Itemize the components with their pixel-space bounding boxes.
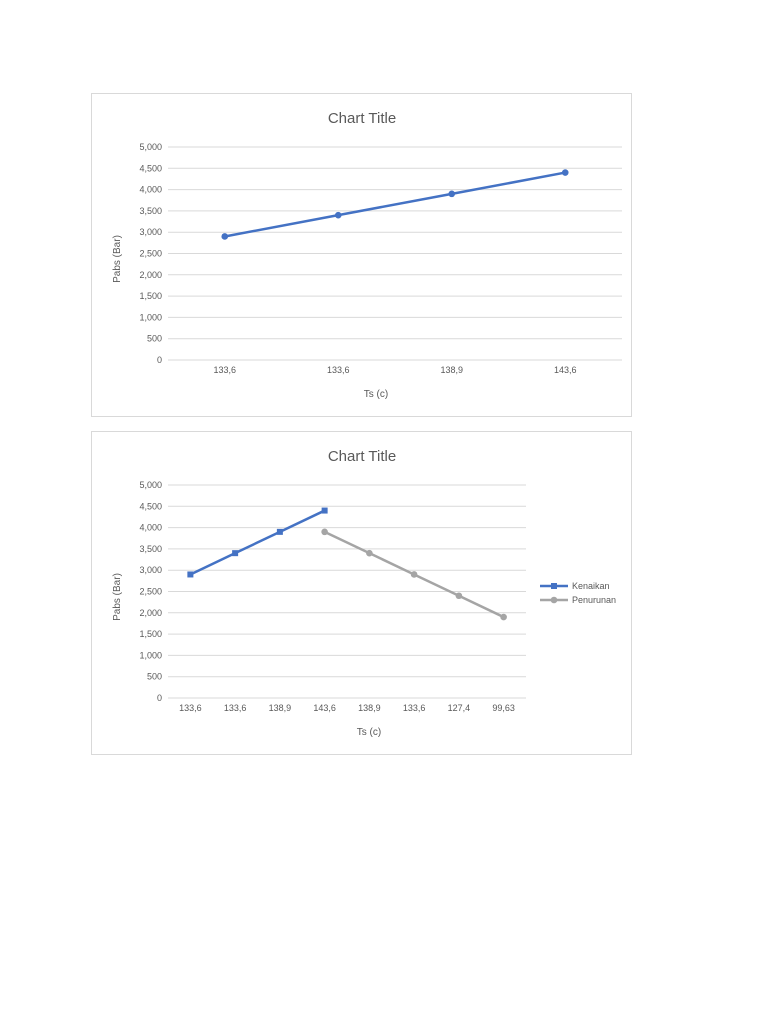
chart-title: Chart Title [328,110,396,127]
x-axis-label: Ts (c) [364,389,388,400]
x-tick-label: 138,9 [358,703,381,713]
chart-1-svg: Chart Title 0 500 1,000 1,500 2,000 2,500 3,00… [112,110,622,400]
series-line-1 [189,509,326,576]
data-point [321,507,328,514]
y-tick-label: 1,000 [139,312,162,322]
y-tick-label: 4,500 [139,501,162,511]
legend: Kenaikan Penurunan [540,581,616,605]
x-tick-label: 138,9 [269,703,292,713]
y-tick-label: 3,000 [139,565,162,575]
y-tick-label: 1,000 [139,650,162,660]
data-point [187,571,194,578]
x-axis-label: Ts (c) [357,727,381,738]
data-point [500,613,507,621]
data-point [366,549,373,557]
series-line-1 [224,171,566,238]
x-tick-label: 138,9 [440,365,463,375]
y-tick-label: 0 [157,693,162,703]
y-tick-label: 500 [147,334,162,344]
data-point [561,169,569,176]
y-tick-label: 1,500 [139,291,162,301]
legend-marker [550,596,558,604]
x-tick-label: 143,6 [554,365,577,375]
legend-label: Kenaikan [572,581,610,591]
y-tick-label: 3,500 [139,206,162,216]
y-tick-label: 5,000 [139,142,162,152]
data-point [221,233,229,240]
data-point [334,211,342,219]
chart-2-svg: Chart Title 0 500 1,000 1,500 2,000 2,500 3,00… [112,448,616,738]
y-tick-label: 1,500 [139,629,162,639]
y-tick-label: 2,500 [139,249,162,259]
x-tick-label: 133,6 [403,703,426,713]
data-point [232,550,239,557]
data-point [276,528,283,535]
x-tick-label: 133,6 [213,365,236,375]
x-tick-label: 127,4 [448,703,471,713]
y-tick-label: 3,000 [139,227,162,237]
data-point [410,571,418,578]
y-tick-label: 4,000 [139,523,162,533]
x-tick-label: 133,6 [224,703,247,713]
x-tick-label: 133,6 [327,365,350,375]
y-tick-label: 2,500 [139,587,162,597]
data-point [321,528,328,536]
y-tick-label: 4,500 [139,163,162,173]
chart-1: Chart Title 0 500 1,000 1,500 2,000 2,500 3,00… [91,93,632,417]
y-tick-label: 4,000 [139,185,162,195]
y-tick-label: 3,500 [139,544,162,554]
data-point [448,190,456,198]
y-tick-label: 0 [157,355,162,365]
x-tick-label: 143,6 [313,703,336,713]
y-tick-label: 2,000 [139,270,162,280]
x-tick-label: 133,6 [179,703,202,713]
y-axis-label: Pabs (Bar) [112,235,123,283]
legend-label: Penurunan [572,595,616,605]
x-tick-label: 99,63 [492,703,515,713]
chart-2: Chart Title 0 500 1,000 1,500 2,000 2,500 3,00… [91,431,632,755]
chart-title: Chart Title [328,448,396,465]
y-tick-label: 2,000 [139,608,162,618]
y-tick-label: 500 [147,672,162,682]
legend-marker [551,583,557,589]
y-axis-label: Pabs (Bar) [112,573,123,621]
y-tick-label: 5,000 [139,480,162,490]
data-point [455,592,463,600]
